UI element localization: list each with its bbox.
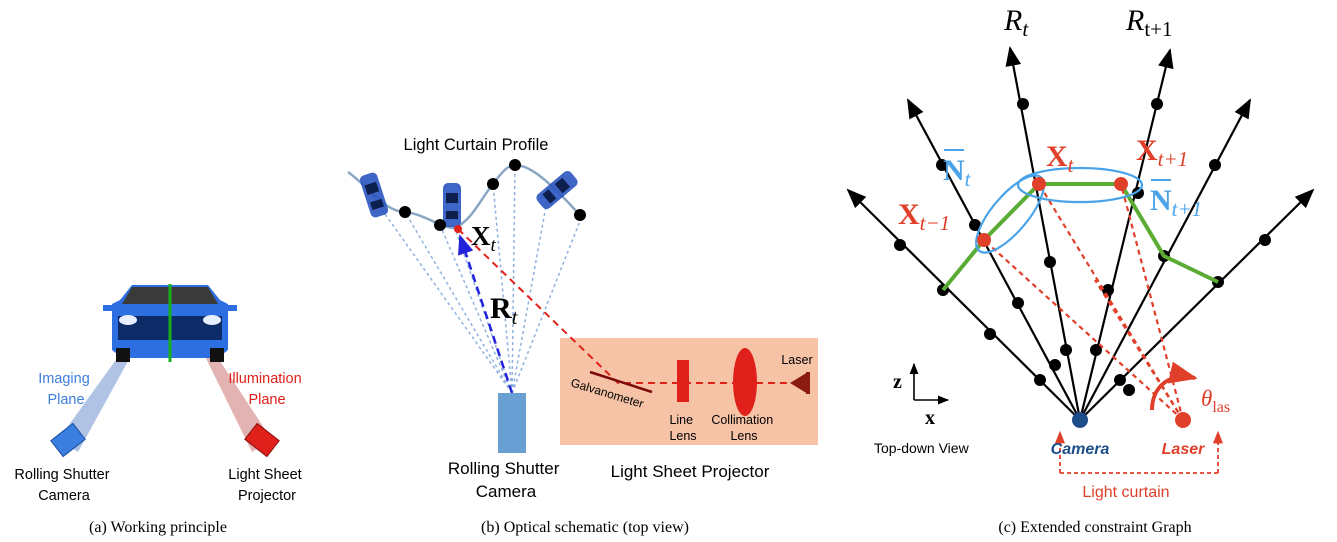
camera-label: Rolling Shutter Camera: [14, 467, 113, 504]
car-icon: [443, 183, 461, 227]
theta-label: θlas: [1201, 386, 1230, 416]
caption-a: (a) Working principle: [89, 519, 227, 536]
neighborhood-nt: [975, 174, 1045, 254]
profile-label: Light Curtain Profile: [404, 136, 549, 154]
theta-arc: [1150, 361, 1198, 411]
nt1-label: Nt+1: [1150, 184, 1202, 221]
light-curtain-bracket: [1054, 430, 1224, 474]
xtm1-label: Xt−1: [898, 198, 950, 235]
car-icon: [536, 171, 578, 209]
b-projector-label: Light Sheet Projector: [611, 462, 770, 481]
xt1-label: Xt+1: [1136, 134, 1188, 171]
collimation-lens: [733, 348, 757, 416]
panel-a: Imaging Plane Illumination Plane Rolling…: [14, 284, 305, 536]
view-label: Top-down View: [874, 440, 970, 456]
caption-b: (b) Optical schematic (top view): [481, 519, 689, 536]
node-xtm1: [977, 233, 991, 247]
laser-label: Laser: [1162, 441, 1205, 458]
panel-b: Light Curtain Profile Xt Rt Galvanometer…: [347, 136, 818, 536]
ray-rt1-label: Rt+1: [1125, 4, 1173, 41]
rolling-shutter-camera-icon: [50, 422, 86, 458]
laser-icon: [790, 372, 808, 394]
nt-label: Nt: [943, 154, 972, 191]
xt-label: Xt: [1046, 140, 1075, 177]
node-xt: [1032, 177, 1046, 191]
line-lens: [677, 360, 689, 402]
camera-node: [1072, 412, 1088, 428]
panel-c: Rt Rt+1 Xt Xt+1 Xt−1 Nt Nt+1 z x Top-dow…: [846, 4, 1315, 536]
node-xt1: [1114, 177, 1128, 191]
light-sheet-projector-icon: [244, 422, 280, 458]
axis-x-label: x: [925, 407, 935, 429]
galvanometer-mirror: [589, 370, 653, 394]
xt-label: Xt: [471, 221, 497, 256]
line-lens-label: Line Lens: [669, 413, 696, 443]
light-curtain-label: Light curtain: [1082, 484, 1169, 501]
laser-node: [1175, 412, 1191, 428]
profile-points: [399, 159, 586, 231]
caption-c: (c) Extended constraint Graph: [998, 519, 1191, 536]
rt-label: Rt: [490, 292, 519, 329]
neighborhood-nt1: [1016, 166, 1144, 204]
car-icon: [359, 172, 389, 218]
ray-fan: [846, 46, 1315, 421]
rolling-shutter-camera-block: [498, 393, 526, 453]
ray-rt-label: Rt: [1003, 4, 1029, 41]
b-camera-label: Rolling Shutter Camera: [448, 459, 564, 501]
ray-nodes: [894, 98, 1271, 396]
axis-icon: [909, 362, 950, 405]
imaging-plane-label: Imaging Plane: [38, 371, 94, 408]
collimation-lens-label: Collimation Lens: [711, 413, 776, 443]
laser-body: [806, 372, 810, 394]
laser-label: Laser: [781, 353, 812, 367]
axis-z-label: z: [893, 371, 902, 393]
projector-label: Light Sheet Projector: [228, 467, 305, 504]
camera-label: Camera: [1051, 441, 1110, 458]
ray-rt-arrow: [458, 234, 514, 394]
illumination-plane-label: Illumination Plane: [228, 371, 305, 408]
